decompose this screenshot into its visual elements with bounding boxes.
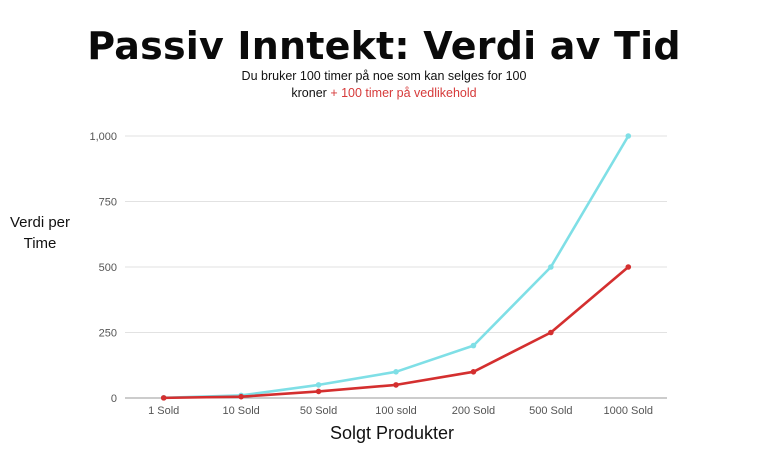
series-2 — [160, 264, 632, 401]
y-tick-label: 0 — [111, 393, 117, 405]
y-tick-label: 1,000 — [89, 131, 117, 143]
data-point — [393, 382, 399, 388]
data-point — [160, 395, 167, 401]
x-tick-label: 100 sold — [375, 405, 417, 417]
y-tick-labels: 0 250 500 750 1,000 — [89, 131, 117, 405]
data-point — [315, 388, 322, 395]
y-axis-label: Verdi per Time — [9, 214, 71, 252]
y-tick-label: 250 — [99, 328, 117, 340]
chart-title: Passiv Inntekt: Verdi av Tid — [87, 24, 681, 68]
subtitle-main-text: Du bruker 100 timer på noe som kan selge… — [241, 69, 527, 100]
x-tick-label: 500 Sold — [529, 405, 572, 417]
data-point — [548, 264, 554, 270]
y-tick-label: 500 — [99, 262, 117, 274]
x-tick-labels: 1 Sold 10 Sold 50 Sold 100 sold 200 Sold 500 … — [148, 405, 653, 417]
data-point — [238, 393, 244, 400]
data-point — [625, 133, 632, 139]
x-tick-label: 50 Sold — [300, 405, 337, 417]
x-axis-label: Solgt Produkter — [329, 423, 455, 443]
data-point — [470, 342, 477, 349]
x-tick-label: 1 Sold — [148, 405, 179, 417]
chart-subtitle: Du bruker 100 timer på noe som kan selge… — [234, 68, 534, 102]
series — [160, 133, 632, 401]
gridlines — [125, 135, 667, 399]
x-tick-label: 10 Sold — [222, 405, 259, 417]
data-point — [625, 264, 632, 270]
x-tick-label: 200 Sold — [452, 405, 495, 417]
data-point — [315, 382, 322, 388]
x-tick-label: 1000 Sold — [604, 405, 654, 417]
subtitle-accent-text: + 100 timer på vedlikehold — [330, 86, 477, 100]
y-tick-label: 750 — [99, 197, 117, 209]
data-point — [548, 329, 554, 336]
data-point — [470, 369, 477, 375]
data-point — [393, 369, 399, 375]
